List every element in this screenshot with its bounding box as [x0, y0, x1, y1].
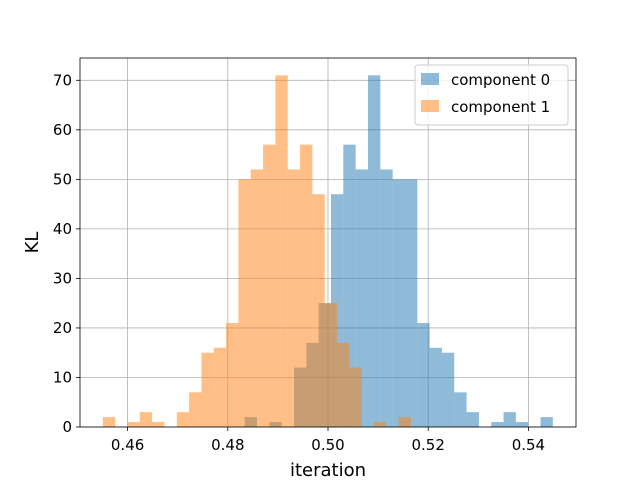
- histogram-bar: [300, 144, 313, 427]
- legend-label-component-0: component 0: [451, 71, 550, 89]
- y-tick-label: 30: [53, 269, 72, 287]
- histogram-bar: [312, 194, 325, 427]
- histogram-bar: [417, 322, 430, 427]
- histogram-bar: [324, 303, 338, 427]
- histogram-bar: [373, 422, 387, 427]
- y-tick-label: 10: [53, 368, 72, 386]
- histogram-bar: [454, 392, 467, 427]
- series-1-bars: [102, 75, 411, 428]
- histogram-bar: [355, 169, 368, 428]
- histogram-bar: [102, 417, 116, 427]
- histogram-bar: [139, 412, 153, 427]
- histogram-bar: [404, 179, 418, 427]
- histogram-bar: [392, 179, 405, 427]
- histogram-bar: [226, 322, 239, 427]
- x-tick-label: 0.46: [111, 436, 144, 454]
- histogram-bar: [441, 352, 455, 427]
- histogram-bar: [238, 179, 251, 427]
- histogram-bar: [250, 169, 264, 428]
- x-tick-label: 0.54: [512, 436, 545, 454]
- histogram-bar: [213, 347, 227, 427]
- histogram-bar: [201, 352, 214, 427]
- ticks-layer: 0.46 0.48 0.50 0.52 0.54 0 10 20 30 40 50 60 70: [53, 71, 545, 454]
- histogram-bar: [466, 412, 479, 427]
- legend-swatch-component-0: [421, 73, 439, 85]
- bars-layer: [102, 75, 553, 428]
- histogram-bar: [380, 169, 393, 428]
- histogram-bar: [349, 367, 362, 427]
- x-tick-label: 0.50: [311, 436, 344, 454]
- y-axis-label: KL: [22, 232, 43, 254]
- histogram-bar: [127, 422, 140, 427]
- histogram-bar: [491, 422, 504, 427]
- y-tick-label: 0: [62, 418, 72, 436]
- x-tick-label: 0.48: [211, 436, 244, 454]
- histogram-bar: [337, 342, 350, 427]
- histogram-bar: [429, 347, 442, 427]
- legend-box: [414, 64, 569, 126]
- histogram-bar: [189, 392, 202, 427]
- y-tick-label: 40: [53, 220, 72, 238]
- histogram-bar: [367, 75, 381, 427]
- histogram-bar: [275, 75, 288, 427]
- legend-swatch-component-1: [421, 100, 439, 112]
- y-tick-label: 70: [53, 71, 72, 89]
- histogram-bar: [263, 144, 276, 427]
- histogram-bar: [287, 169, 301, 428]
- histogram-bar: [176, 412, 190, 427]
- histogram-bar: [515, 422, 529, 427]
- x-axis-label: iteration: [290, 460, 366, 480]
- histogram-bar: [503, 412, 516, 427]
- y-tick-label: 50: [53, 170, 72, 188]
- legend-label-component-1: component 1: [451, 98, 550, 116]
- histogram-bar: [152, 422, 165, 427]
- histogram-bar: [398, 417, 411, 427]
- y-tick-label: 60: [53, 121, 72, 139]
- legend: component 0 component 1: [414, 64, 569, 126]
- x-tick-label: 0.52: [411, 436, 444, 454]
- y-tick-label: 20: [53, 319, 72, 337]
- histogram-bar: [540, 417, 553, 427]
